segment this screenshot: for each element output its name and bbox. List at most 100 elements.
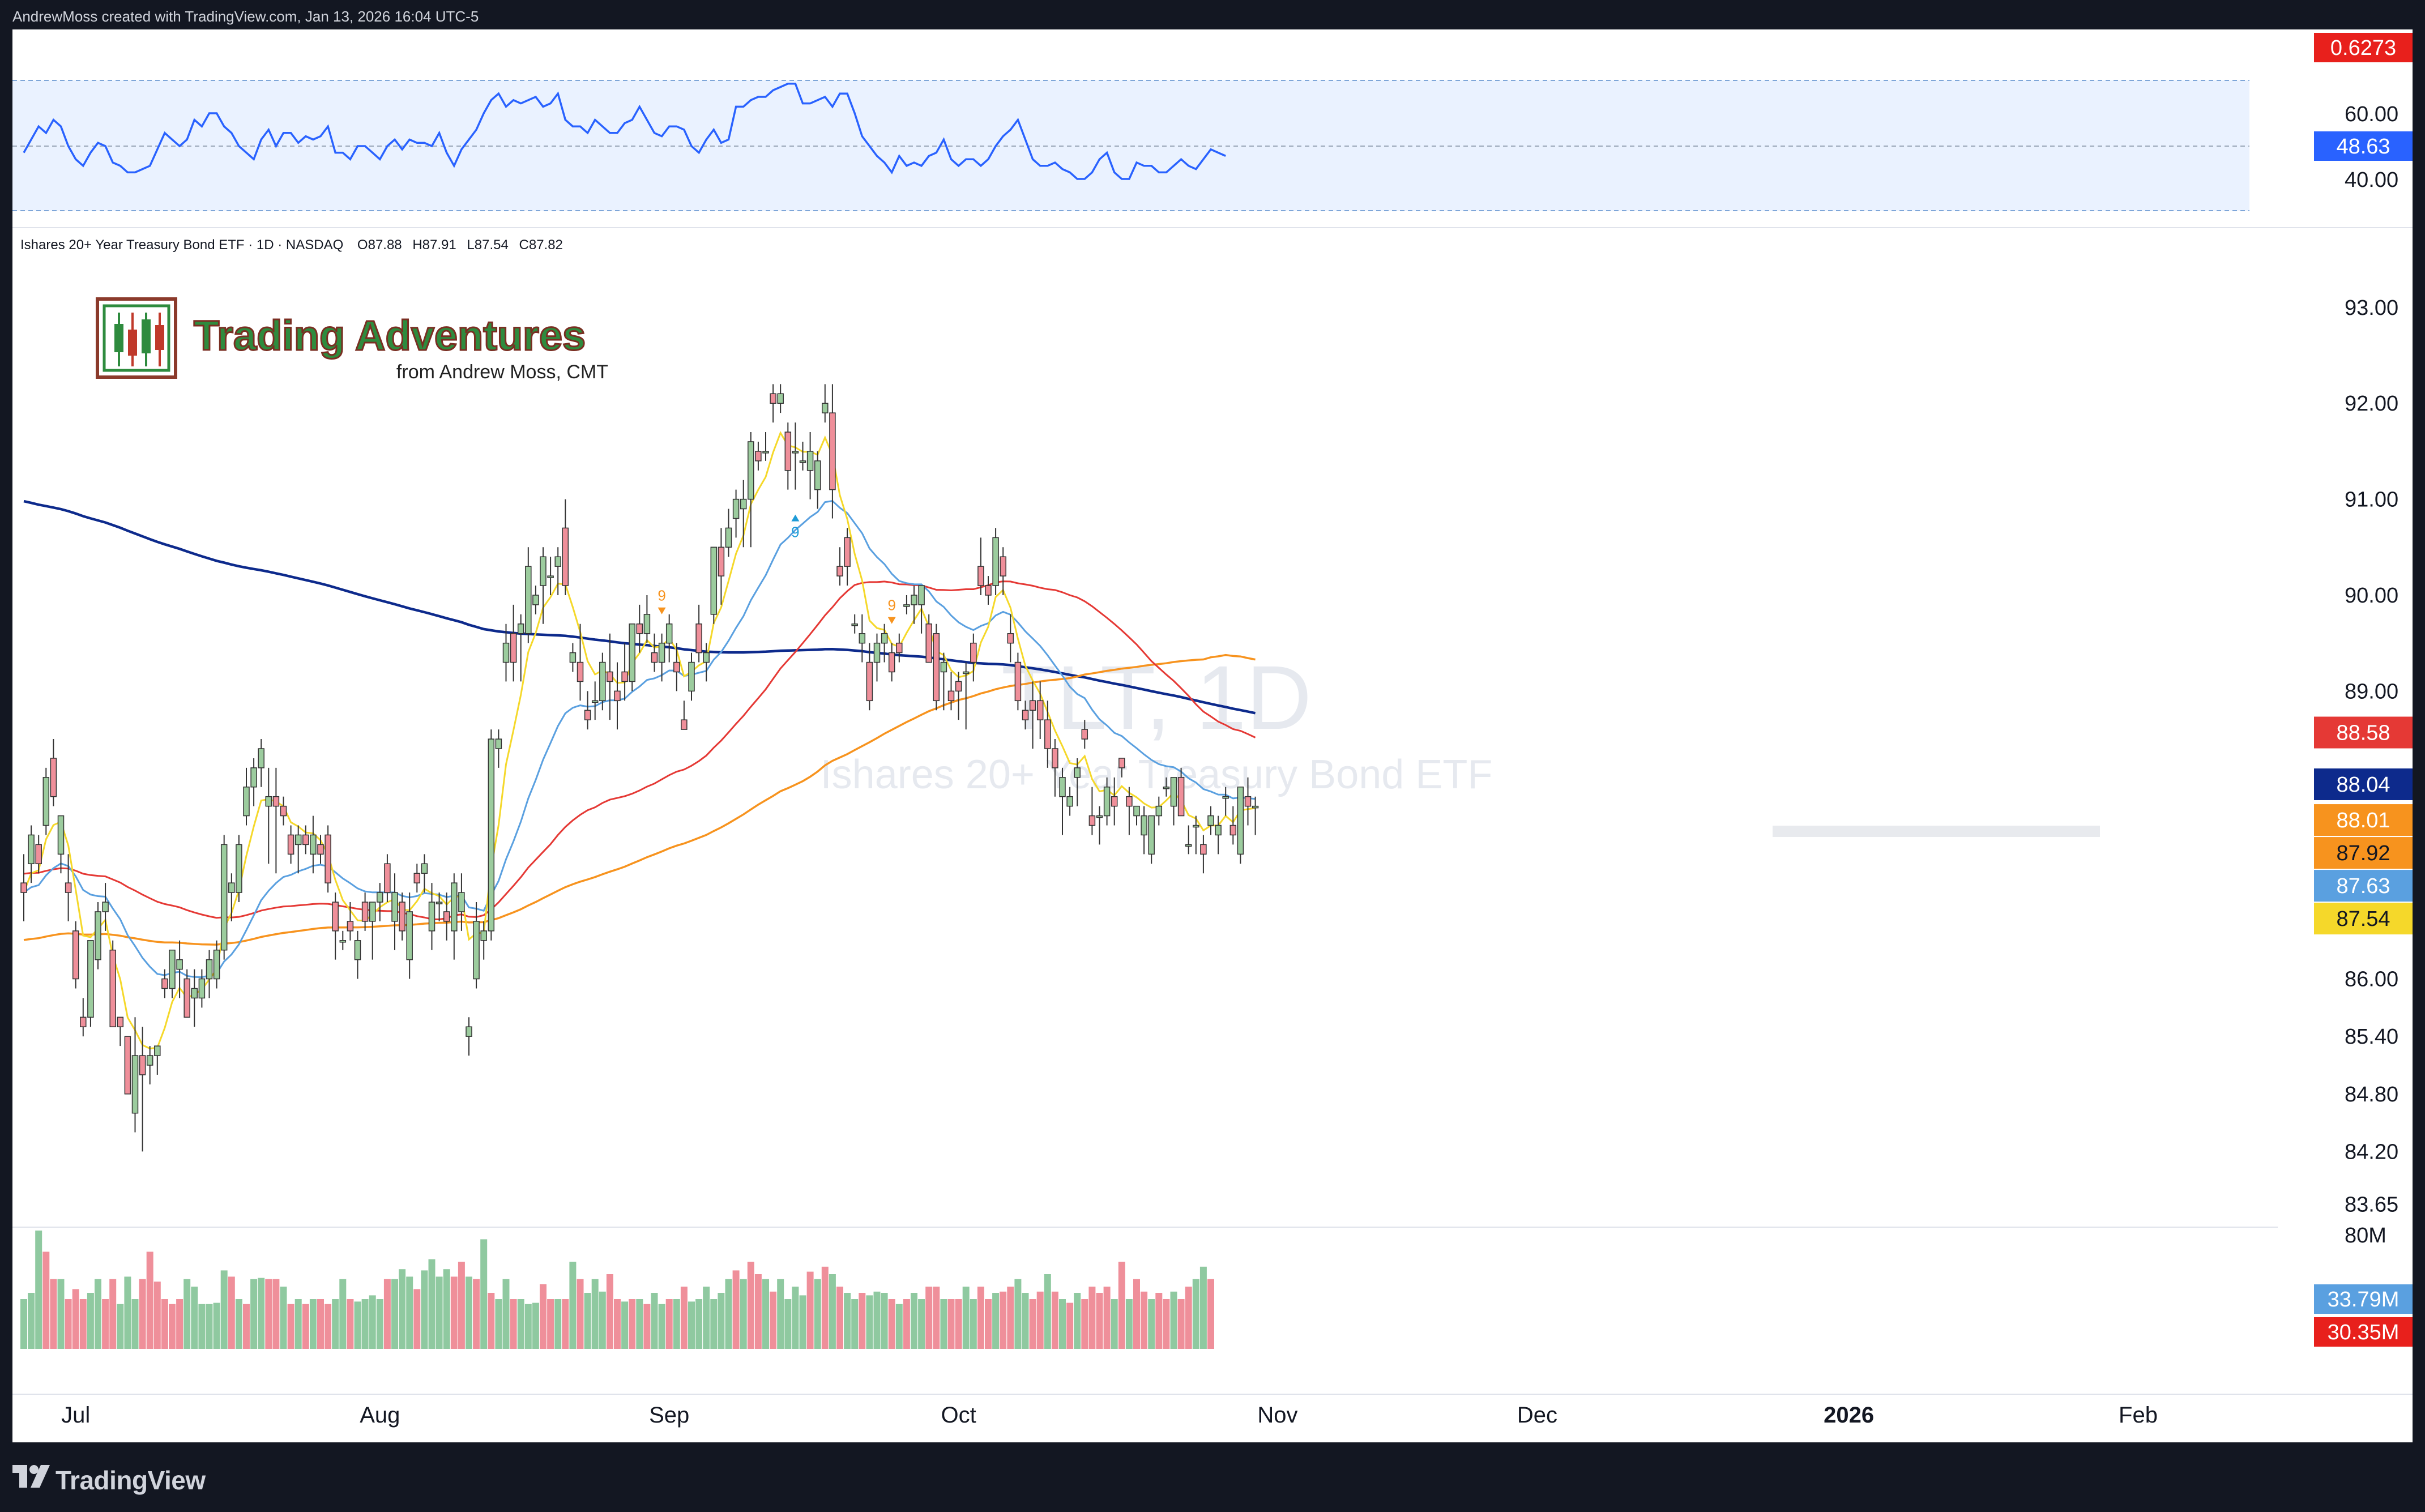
candle [777, 384, 784, 413]
candle [1014, 652, 1022, 711]
candle [35, 835, 42, 874]
candle-body [740, 498, 747, 510]
candle-body [918, 585, 925, 605]
volume-bar [517, 1299, 524, 1349]
candle [985, 576, 992, 605]
candle-body [658, 642, 665, 663]
chart-canvas[interactable]: 60.00 40.00 0.6273 48.63 Ishares 20+ Yea… [12, 29, 2413, 1442]
candle [109, 940, 116, 1027]
candle [220, 835, 228, 960]
candle [962, 662, 970, 730]
volume-bar [955, 1299, 962, 1349]
candle [517, 614, 524, 682]
candle-body [985, 585, 992, 596]
candle [436, 892, 443, 921]
candle-body [947, 690, 955, 702]
candle-body [636, 623, 643, 634]
candle [325, 825, 331, 893]
volume-bar [406, 1276, 413, 1349]
candle [896, 633, 903, 663]
price-axis[interactable]: 93.00 92.00 91.00 90.00 89.00 86.00 85.40 84.80… [2345, 296, 2398, 1217]
candle-body [665, 623, 673, 644]
candle-body [131, 1055, 139, 1114]
volume-bar [1051, 1291, 1058, 1349]
volume-bar [220, 1270, 228, 1349]
volume-down-badge-text: 30.35M [2328, 1321, 2400, 1344]
volume-bar [466, 1276, 472, 1349]
candle [651, 633, 658, 672]
candle [50, 739, 57, 806]
candle-body [236, 844, 242, 893]
volume-bar [1111, 1299, 1118, 1349]
candle [57, 815, 65, 874]
candle [1007, 614, 1014, 663]
candle [918, 585, 925, 634]
candle [1096, 806, 1103, 845]
time-axis[interactable]: Jul Aug Sep Oct Nov Dec 2026 Feb [61, 1403, 2158, 1428]
candle-body [265, 796, 272, 807]
candle [1141, 806, 1147, 855]
candle [183, 969, 190, 1018]
candle [206, 950, 213, 998]
volume-bar [547, 1299, 554, 1349]
candle [718, 528, 725, 605]
candle-body [1155, 805, 1163, 817]
volume-bar [1125, 1299, 1133, 1349]
candle-body [695, 623, 702, 654]
candle [339, 930, 347, 950]
time-axis-label: Jul [61, 1403, 90, 1428]
volume-bar [399, 1269, 406, 1349]
volume-bar [621, 1301, 629, 1349]
chart-svg[interactable]: 60.00 40.00 0.6273 48.63 Ishares 20+ Yea… [12, 29, 2413, 1442]
candle [1103, 777, 1111, 826]
candle [836, 547, 843, 586]
candle-body [391, 892, 398, 922]
candle-body [584, 710, 591, 720]
tradingview-brand[interactable]: TradingView [55, 1466, 206, 1495]
time-axis-label: Sep [649, 1403, 689, 1428]
candle [428, 883, 436, 950]
volume-bar [933, 1287, 940, 1349]
candle [406, 892, 413, 979]
candle [992, 528, 999, 595]
candle-body [554, 556, 561, 567]
volume-bar [280, 1287, 287, 1349]
candle [977, 537, 984, 595]
candle-body [280, 805, 287, 817]
candle [799, 441, 806, 471]
candle-body [480, 930, 487, 941]
candle [1029, 681, 1036, 749]
candle-body [109, 949, 116, 1027]
candle [250, 758, 257, 806]
candle-body [510, 633, 517, 663]
logo-inner-frame [103, 304, 170, 372]
candle [377, 883, 383, 921]
candle-body [977, 566, 984, 586]
candle-body [1215, 825, 1222, 836]
volume-bar [391, 1279, 398, 1349]
volume-bar [1103, 1287, 1111, 1349]
volume-bar [325, 1304, 332, 1349]
volume-up-badge-text: 33.79M [2328, 1288, 2400, 1312]
volume-bar [895, 1304, 903, 1349]
volume-bar [591, 1279, 599, 1349]
candle-body [577, 661, 584, 682]
candle [421, 854, 428, 893]
volume-bar [258, 1278, 265, 1349]
candle-body [473, 921, 480, 980]
tradingview-logo-icon[interactable] [12, 1460, 51, 1494]
candle [1244, 777, 1252, 826]
volume-bar [1096, 1293, 1103, 1349]
volume-bar [1192, 1279, 1199, 1349]
candle-body [962, 671, 970, 674]
price-label-text: 88.04 [2336, 773, 2390, 797]
candle-body [1252, 805, 1259, 809]
candle-body [191, 988, 198, 999]
candle [1252, 796, 1259, 835]
price-tick-label: 84.80 [2345, 1083, 2398, 1107]
candle [525, 547, 532, 643]
volume-bar [977, 1287, 984, 1349]
price-label-badge: 88.58 [2314, 716, 2413, 749]
candle [1126, 787, 1133, 835]
volume-bar [554, 1299, 562, 1349]
